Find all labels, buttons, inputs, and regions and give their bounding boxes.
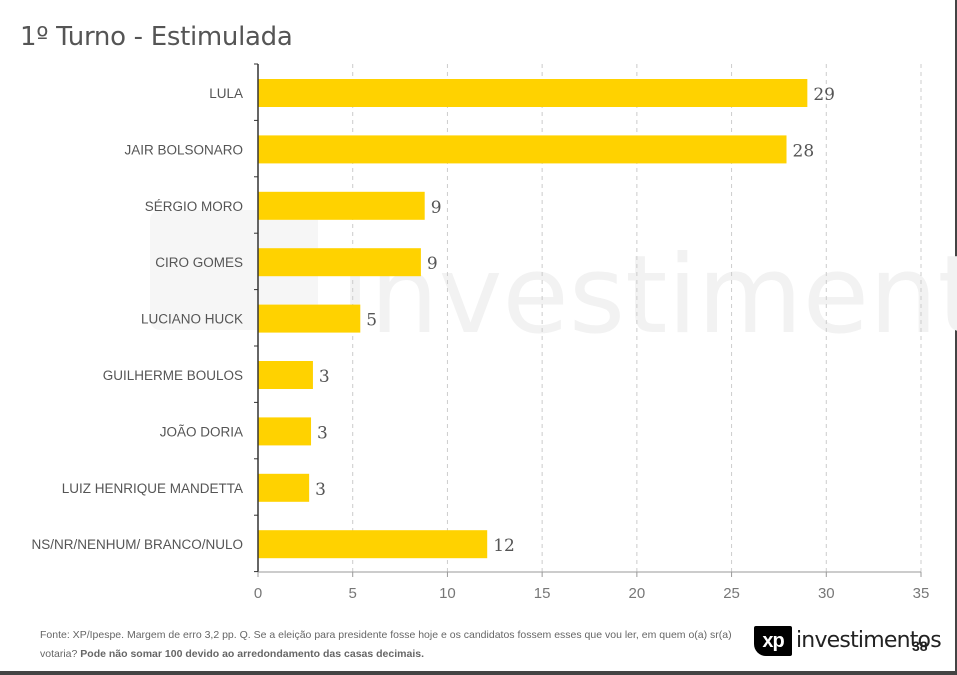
x-tick-label-5: 5	[349, 585, 357, 602]
x-tick-label-10: 10	[439, 585, 456, 602]
bar-7	[258, 473, 310, 502]
x-tick-label-25: 25	[723, 585, 740, 602]
value-label-6: 3	[317, 423, 328, 443]
bar-4	[258, 304, 361, 333]
value-label-0: 29	[813, 85, 835, 105]
category-label-4: LUCIANO HUCK	[141, 312, 243, 327]
bar-8	[258, 530, 488, 559]
axes	[254, 63, 922, 577]
category-label-3: CIRO GOMES	[155, 255, 243, 270]
x-tick-label-35: 35	[913, 585, 930, 602]
logo-mark: xp	[754, 626, 792, 656]
x-tick-label-15: 15	[534, 585, 551, 602]
value-label-2: 9	[431, 198, 442, 218]
value-label-7: 3	[315, 480, 326, 500]
bar-6	[258, 417, 312, 446]
bar-0	[258, 79, 808, 107]
watermark-word: investimentos	[340, 233, 957, 358]
source-note: Fonte: XP/Ipespe. Margem de erro 3,2 pp.…	[40, 629, 732, 660]
page-title: 1º Turno - Estimulada	[20, 22, 293, 52]
category-label-7: LUIZ HENRIQUE MANDETTA	[62, 481, 243, 496]
logo-word: investimentos	[796, 628, 942, 653]
rounding-note: Pode não somar 100 devido ao arredondame…	[80, 648, 424, 660]
bar-chart: LULA 29 JAIR BOLSONARO 28 SÉRGIO MORO 9 CIRO G…	[31, 63, 929, 602]
value-label-1: 28	[793, 141, 815, 161]
bar-3	[258, 248, 421, 277]
bar-1	[258, 135, 787, 164]
bar-5	[258, 361, 313, 389]
category-label-5: GUILHERME BOULOS	[103, 368, 243, 383]
category-label-6: JOÃO DORIA	[160, 424, 243, 439]
category-label-0: LULA	[209, 86, 243, 101]
x-tick-label-20: 20	[629, 585, 646, 602]
x-tick-label-0: 0	[254, 585, 262, 602]
value-label-3: 9	[427, 254, 438, 274]
bar-2	[258, 191, 425, 220]
watermark-mark	[150, 210, 318, 330]
page-number: 38	[912, 638, 928, 654]
value-label-4: 5	[366, 311, 377, 331]
category-label-2: SÉRGIO MORO	[145, 199, 243, 214]
bars	[258, 79, 808, 559]
footer-source: Fonte: XP/Ipespe. Margem de erro 3,2 pp.…	[40, 626, 740, 664]
x-tick-label-30: 30	[818, 585, 835, 602]
value-label-8: 12	[493, 536, 515, 556]
value-label-5: 3	[319, 367, 330, 387]
category-label-1: JAIR BOLSONARO	[124, 142, 243, 157]
category-label-8: NS/NR/NENHUM/ BRANCO/NULO	[31, 537, 243, 552]
labels: LULA 29 JAIR BOLSONARO 28 SÉRGIO MORO 9 CIRO G…	[31, 85, 929, 602]
